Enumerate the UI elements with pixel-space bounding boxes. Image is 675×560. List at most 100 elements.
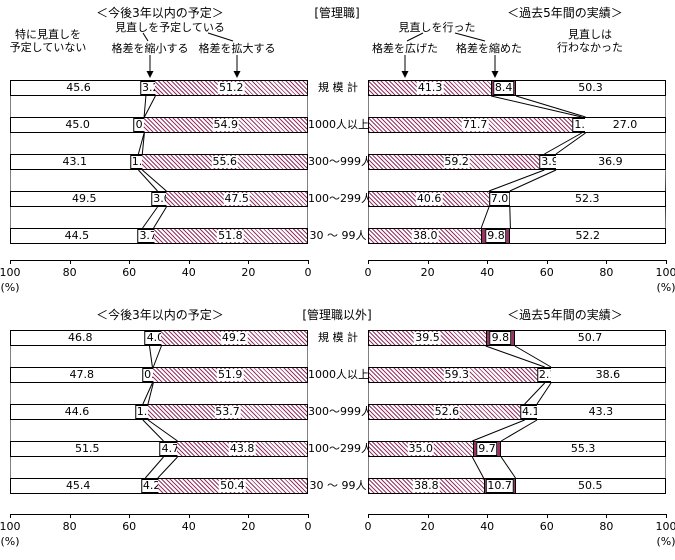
value-label: 4.2 — [140, 479, 163, 493]
value-label: 49.5 — [72, 192, 97, 205]
axis-tick-label: 100 — [0, 520, 21, 533]
value-label: 51.9 — [216, 368, 244, 381]
segment-plain — [11, 229, 143, 243]
axis-tick-label: 100 — [0, 266, 21, 279]
label-no-review: 見直しは 行わなかった — [548, 28, 632, 54]
segment-plain — [11, 331, 150, 345]
label-no-plan-line2: 予定していない — [9, 41, 87, 54]
value-label: 35.0 — [407, 442, 435, 455]
segment-plain — [11, 155, 139, 169]
category-label: 1000人以上 — [308, 118, 369, 131]
category-label: 100〜299人 — [308, 192, 372, 205]
value-label: 41.3 — [416, 81, 444, 94]
label-widen-gap: 格差を拡大する — [198, 42, 276, 55]
value-label: 46.8 — [68, 331, 93, 344]
axis-tick — [487, 514, 489, 518]
segment-plain — [11, 442, 164, 456]
chart-non-managers-plan: 46.84.049.2 47.80.351.9 44.61.753.7 51.54.7… — [0, 330, 312, 555]
value-label: 71.7 — [461, 118, 489, 131]
segment-plain — [509, 192, 665, 206]
axis-tick-label: 40 — [181, 266, 196, 279]
axis-tick — [308, 260, 309, 264]
value-label: 8.4 — [492, 81, 515, 95]
axis-tick-label: 100 — [655, 520, 675, 533]
axis-tick-label: 80 — [599, 266, 614, 279]
axis-tick-label: 20 — [241, 266, 256, 279]
value-label: 47.5 — [223, 192, 250, 205]
axis-tick-label: 80 — [62, 520, 77, 533]
segment-plain — [514, 331, 665, 345]
bar-row-5: 44.5 3.7 51.8 — [10, 228, 308, 244]
category-label: 300〜999人 — [308, 155, 372, 168]
panel-managers: ＜今後3年以内の予定＞ [管理職] ＜過去5年間の実績＞ 特に見直しを 予定して… — [0, 6, 675, 294]
axis-tick — [666, 260, 667, 264]
value-label: 43.8 — [228, 442, 256, 455]
bar-row-1: 41.3 8.4 50.3 — [368, 80, 666, 96]
right-chart-title: ＜過去5年間の実績＞ — [507, 6, 623, 20]
axis-tick — [10, 260, 11, 264]
value-label: 51.5 — [74, 442, 100, 455]
axis-tick-label: 60 — [122, 266, 137, 279]
axis-tick-label: 0 — [364, 520, 372, 533]
bar-row-5: 45.4 4.2 50.4 — [10, 478, 308, 494]
axis-tick — [487, 260, 489, 264]
axis-tick-label: 20 — [420, 520, 435, 533]
axis-tick-label: 80 — [599, 520, 614, 533]
value-label: 50.7 — [577, 331, 603, 344]
segment-plain — [11, 368, 153, 382]
axis-tick-label: 60 — [539, 520, 554, 533]
axis-tick — [188, 514, 190, 518]
value-label: 55.6 — [211, 155, 238, 168]
axis-tick — [188, 260, 190, 264]
value-label: 52.6 — [433, 405, 461, 418]
value-label: 9.8 — [485, 229, 507, 243]
segment-plain — [11, 192, 158, 206]
segment-plain — [550, 368, 665, 382]
value-label: 52.3 — [575, 192, 600, 205]
category-labels: 規 模 計 1000人以上 300〜999人 100〜299人 30 〜 99人 — [308, 330, 372, 515]
left-chart-title: ＜今後3年以内の予定＞ — [96, 308, 224, 322]
value-label: 43.1 — [62, 155, 88, 168]
axis-tick — [69, 260, 71, 264]
segment-plain — [510, 229, 665, 243]
segment-plain — [11, 405, 144, 419]
label-narrowed-gap: 格差を縮めた — [456, 42, 522, 55]
category-label: 30 〜 99人 — [309, 229, 367, 242]
panel-label: [管理職以外] — [302, 308, 372, 322]
value-label: 38.0 — [411, 229, 439, 242]
axis-tick — [427, 260, 429, 264]
axis-tick-label: 40 — [480, 520, 495, 533]
bar-row-3: 44.6 1.7 53.7 — [10, 404, 308, 420]
value-label: 38.6 — [595, 368, 621, 381]
left-chart-title: ＜今後3年以内の予定＞ — [96, 6, 224, 20]
value-label: 27.0 — [612, 118, 638, 131]
bar-row-4: 49.5 3.0 47.5 — [10, 191, 308, 207]
axis-tick — [666, 514, 667, 518]
value-label: 44.5 — [64, 229, 90, 242]
axis-tick — [10, 514, 11, 518]
axis-tick — [248, 260, 250, 264]
axis-tick — [606, 260, 608, 264]
value-label: 55.3 — [570, 442, 596, 455]
value-label: 44.6 — [64, 405, 90, 418]
category-label: 1000人以上 — [308, 368, 369, 381]
axis-tick-label: 20 — [241, 520, 256, 533]
axis-tick-label: 80 — [62, 266, 77, 279]
axis-tick — [129, 514, 131, 518]
segment-plain — [585, 118, 665, 132]
value-label: 7.0 — [488, 192, 511, 206]
value-label: 52.2 — [575, 229, 600, 242]
category-label: 300〜999人 — [308, 405, 372, 418]
value-label: 45.0 — [65, 118, 90, 131]
bar-row-2: 47.80.351.9 — [10, 367, 308, 383]
value-label: 50.4 — [219, 479, 246, 492]
value-label: 47.8 — [69, 368, 94, 381]
value-label: 36.9 — [598, 155, 623, 168]
segment-plain — [555, 155, 665, 169]
bar-row-4: 51.5 4.7 43.8 — [10, 441, 308, 457]
axis-tick — [69, 514, 71, 518]
axis-tick — [427, 514, 429, 518]
chart-non-managers-actual: 39.5 9.8 50.7 59.3 2.1 38.6 52.6 4.1 43.3 35.0 9.7… — [364, 330, 675, 555]
bar-row-4: 40.6 7.0 52.3 — [368, 191, 666, 207]
bar-row-4: 35.0 9.7 55.3 — [368, 441, 666, 457]
